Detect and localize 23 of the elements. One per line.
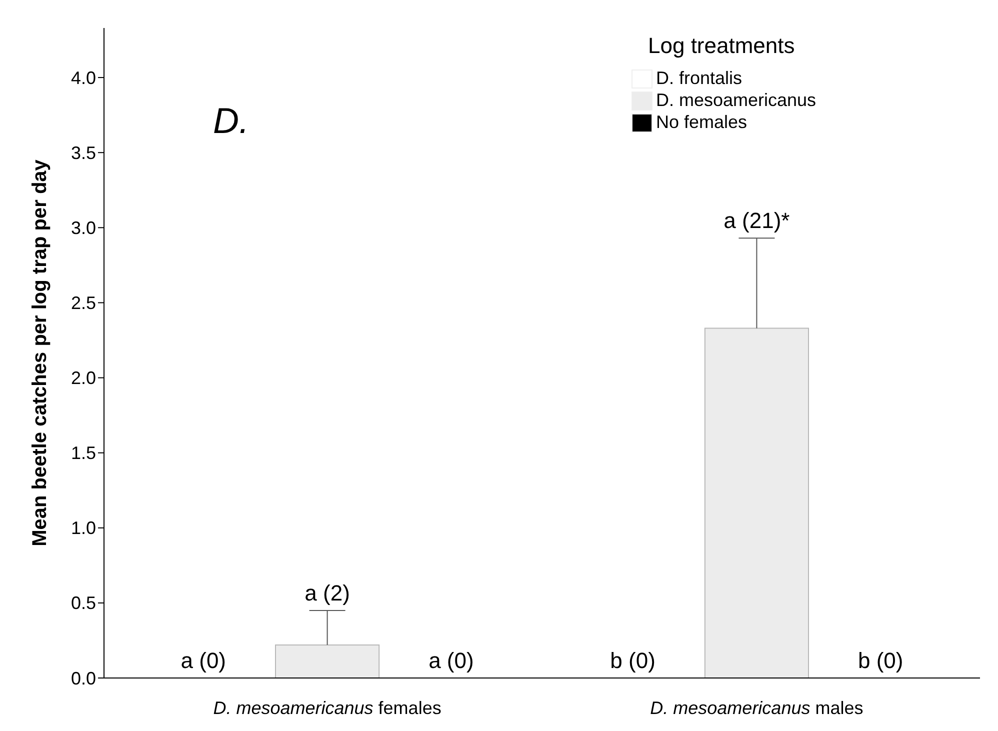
x-tick-label: D. mesoamericanus females [213, 698, 442, 718]
y-tick-label: 2.5 [70, 293, 96, 314]
annotation: a (2) [304, 580, 350, 606]
annotation: a (21)* [724, 208, 790, 234]
legend-label: No females [656, 112, 748, 132]
annotation: a (0) [180, 648, 226, 673]
annotation: a (0) [428, 648, 474, 673]
annotation: b (0) [610, 648, 656, 673]
annotation: D. [213, 100, 249, 141]
legend-label: D. frontalis [656, 68, 742, 88]
x-tick-label: D. mesoamericanus males [650, 698, 864, 718]
y-tick-label: 0.0 [70, 668, 96, 688]
y-tick-label: 4.0 [70, 68, 96, 88]
y-tick-label: 1.0 [70, 518, 96, 538]
y-tick-label: 3.0 [70, 218, 96, 238]
annotation: b (0) [858, 648, 904, 673]
y-tick-label: 3.5 [70, 142, 96, 163]
legend-label: D. mesoamericanus [656, 90, 816, 110]
y-axis-title: Mean beetle catches per log trap per day [29, 158, 51, 546]
y-tick-label: 1.5 [70, 443, 96, 464]
y-tick-label: 2.0 [70, 368, 96, 388]
y-tick-label: 0.5 [70, 593, 96, 614]
legend-title: Log treatments [648, 33, 795, 58]
